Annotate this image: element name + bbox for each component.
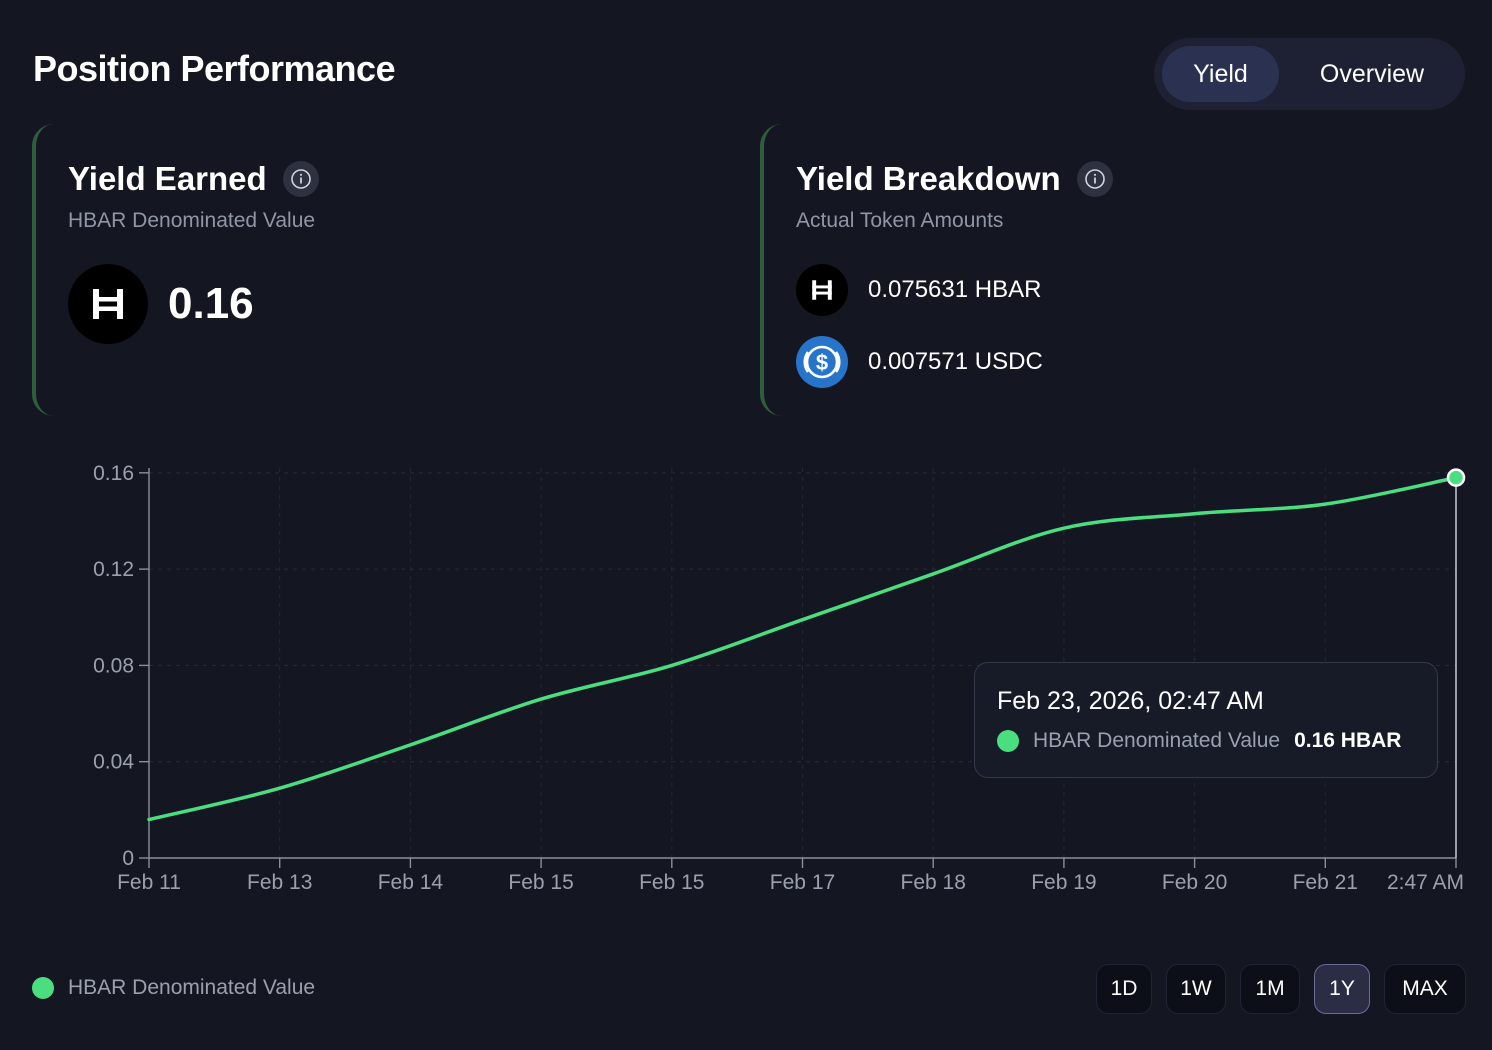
y-tick-label: 0.04 xyxy=(93,751,134,774)
x-tick-label: 2:47 AM xyxy=(1387,871,1464,894)
info-icon[interactable] xyxy=(1076,161,1113,197)
x-tick-label: Feb 14 xyxy=(378,871,444,894)
y-tick-label: 0 xyxy=(122,847,134,870)
yield-earned-value: 0.16 xyxy=(168,279,254,328)
yield-earned-title: Yield Earned xyxy=(68,160,267,197)
range-1w-button[interactable]: 1W xyxy=(1166,964,1226,1014)
range-1y-button[interactable]: 1Y xyxy=(1314,964,1370,1014)
series-line xyxy=(147,475,1458,822)
svg-text:$: $ xyxy=(816,350,828,375)
page-title: Position Performance xyxy=(33,48,396,89)
tab-yield[interactable]: Yield xyxy=(1162,46,1279,102)
tooltip-date: Feb 23, 2026, 02:47 AM xyxy=(997,687,1264,715)
x-tick-label: Feb 20 xyxy=(1162,871,1227,894)
x-tick-label: Feb 21 xyxy=(1293,871,1358,894)
yield-breakdown-title: Yield Breakdown xyxy=(796,160,1061,197)
yield-line-chart[interactable]: 0 0.04 0.08 0.12 0.16 Feb 11 Feb 13 Feb 14 Feb 1… xyxy=(0,440,1492,910)
series-dot-icon xyxy=(997,730,1019,752)
y-tick-label: 0.16 xyxy=(93,462,134,485)
chart-legend: HBAR Denominated Value xyxy=(32,976,315,1000)
view-toggle: Yield Overview xyxy=(1154,38,1465,110)
usdc-icon: $ xyxy=(796,336,848,388)
legend-dot-icon xyxy=(32,977,54,999)
chart-tooltip: Feb 23, 2026, 02:47 AM HBAR Denominated … xyxy=(974,662,1438,778)
yield-earned-subtitle: HBAR Denominated Value xyxy=(68,209,316,232)
info-icon[interactable] xyxy=(282,161,319,197)
yield-earned-title-row: Yield Earned xyxy=(68,160,319,198)
y-tick-label: 0.08 xyxy=(93,654,134,677)
x-tick-label: Feb 13 xyxy=(247,871,312,894)
hbar-icon xyxy=(796,264,848,316)
range-max-button[interactable]: MAX xyxy=(1384,964,1466,1014)
yield-breakdown-subtitle: Actual Token Amounts xyxy=(796,209,1004,232)
x-tick-label: Feb 19 xyxy=(1031,871,1096,894)
time-range-selector: 1D 1W 1M 1Y MAX xyxy=(1096,964,1466,1014)
tab-overview[interactable]: Overview xyxy=(1319,59,1425,88)
x-tick-label: Feb 18 xyxy=(901,871,966,894)
active-point xyxy=(1446,468,1466,487)
usdc-amount: 0.007571 USDC xyxy=(868,348,1043,375)
tooltip-series-name: HBAR Denominated Value xyxy=(1033,729,1281,752)
yield-breakdown-card: Yield Breakdown Actual Token Amounts 0.0… xyxy=(760,124,1460,416)
hbar-icon xyxy=(68,264,148,344)
yield-earned-card: Yield Earned HBAR Denominated Value 0.16 xyxy=(32,124,732,416)
x-tick-label: Feb 17 xyxy=(770,871,835,894)
x-tick-label: Feb 11 xyxy=(117,871,181,894)
y-tick-label: 0.12 xyxy=(93,558,134,581)
x-tick-label: Feb 15 xyxy=(508,871,573,894)
legend-label: HBAR Denominated Value xyxy=(68,976,316,999)
yield-breakdown-title-row: Yield Breakdown xyxy=(796,160,1113,198)
range-1m-button[interactable]: 1M xyxy=(1240,964,1300,1014)
token-row-usdc: $ 0.007571 USDC xyxy=(796,336,1043,388)
x-tick-label: Feb 15 xyxy=(639,871,704,894)
range-1d-button[interactable]: 1D xyxy=(1096,964,1152,1014)
hbar-amount: 0.075631 HBAR xyxy=(868,276,1042,303)
token-row-hbar: 0.075631 HBAR xyxy=(796,264,1041,316)
tooltip-value: 0.16 HBAR xyxy=(1294,729,1402,752)
tooltip-row: HBAR Denominated Value 0.16 HBAR xyxy=(997,729,1401,753)
